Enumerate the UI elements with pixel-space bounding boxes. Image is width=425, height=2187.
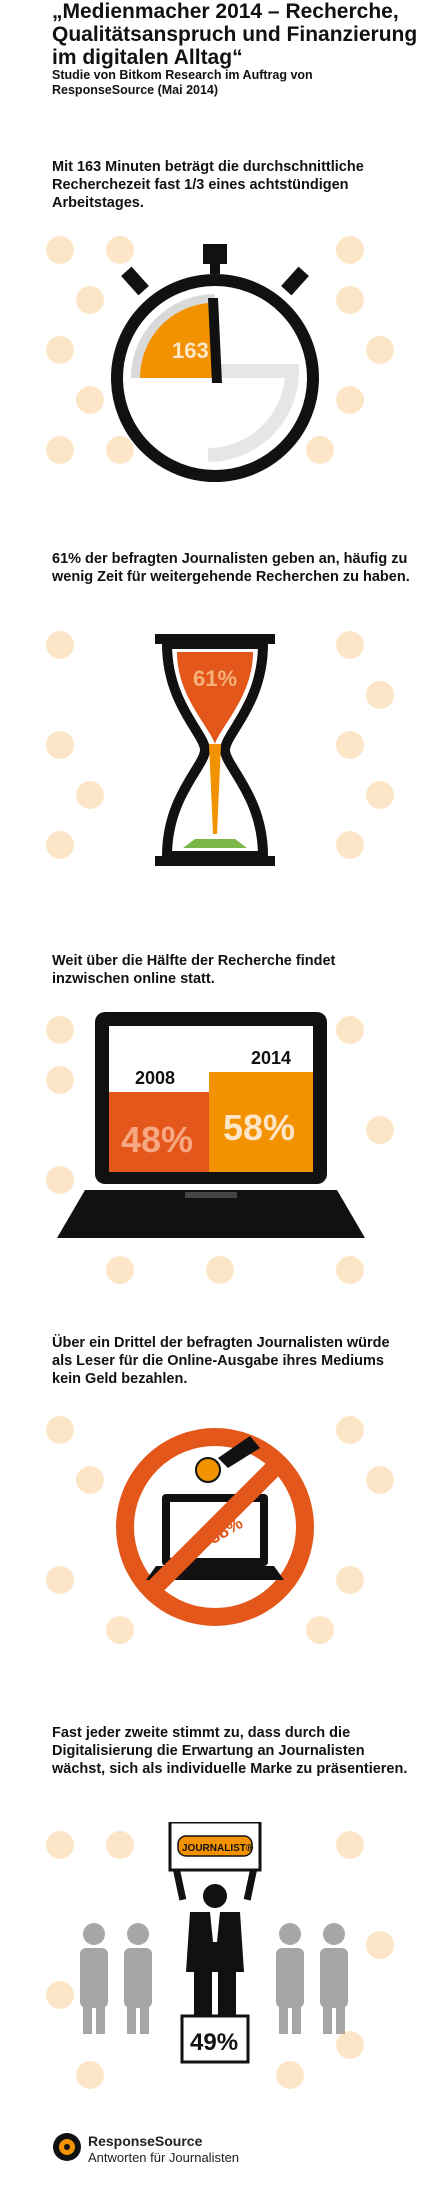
bar-2014-label: 58% (223, 1107, 295, 1148)
hand-icon (218, 1436, 260, 1468)
bar-2014 (209, 1072, 313, 1172)
laptop-icon: 2008 2014 48% 58% (57, 1012, 365, 1238)
podium (180, 2014, 250, 2064)
journalist-icon (173, 1869, 257, 2016)
hourglass-value: 61% (193, 666, 237, 691)
bar-2014-year: 2014 (251, 1048, 291, 1068)
footer-tagline: Antworten für Journalisten (88, 2150, 240, 2165)
stopwatch-value: 163 (172, 338, 209, 363)
page-subtitle: Studie von Bitkom Research im Auftrag vo… (52, 68, 313, 97)
section-1-text: Mit 163 Minuten beträgt die durchschnitt… (52, 159, 364, 211)
footer-brand-name: ResponseSource (88, 2133, 203, 2149)
section-4-text: Über ein Drittel der befragten Journalis… (52, 1335, 390, 1387)
section-3-text: Weit über die Hälfte der Recherche finde… (52, 953, 336, 987)
bar-2008-year: 2008 (135, 1068, 175, 1088)
dot-pattern-3 (46, 1016, 394, 1284)
journalist-brand-illustration: JOURNALIST® 49% (80, 1822, 348, 2064)
dot-pattern-5 (46, 1831, 394, 2089)
stopwatch-icon: 163 (111, 244, 319, 482)
journalist-sign: JOURNALIST® (182, 1843, 254, 1854)
coin-icon (195, 1457, 221, 1483)
podium-value: 49% (190, 2029, 238, 2056)
dot-pattern-2 (46, 631, 394, 859)
responsesource-logo-icon (53, 2133, 81, 2161)
page-title: „Medienmacher 2014 – Recherche, Qualität… (52, 0, 418, 69)
section-2-text: 61% der befragten Journalisten geben an,… (52, 551, 410, 585)
no-pay-icon: 38% (116, 1428, 314, 1626)
bar-2008-label: 48% (121, 1119, 193, 1160)
bar-2008 (109, 1092, 209, 1172)
crowd-icon (80, 1923, 348, 2034)
hourglass-icon: 61% (155, 634, 275, 866)
section-5-text: Fast jeder zweite stimmt zu, dass durch … (52, 1725, 408, 1777)
dot-pattern-4 (46, 1416, 394, 1644)
dot-pattern-1 (46, 236, 394, 464)
